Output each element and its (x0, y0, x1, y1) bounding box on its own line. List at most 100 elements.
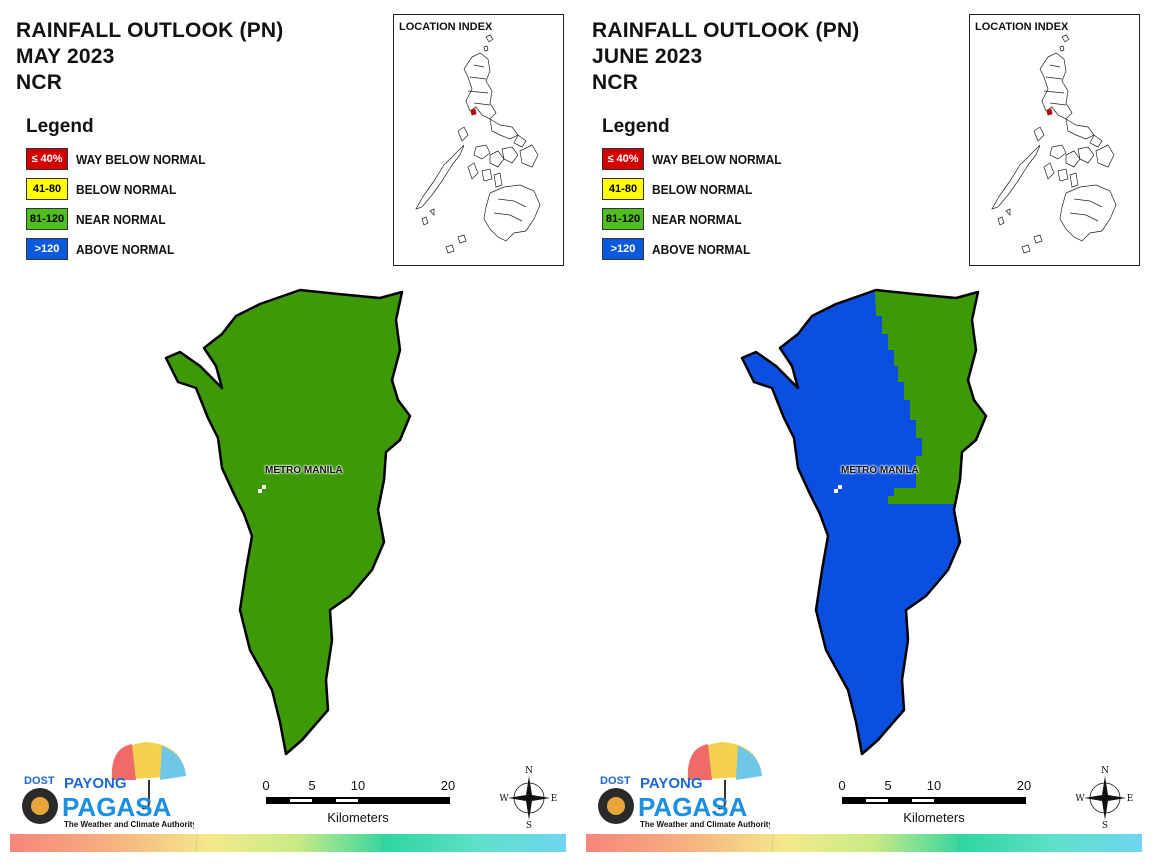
title-line-3: NCR (16, 71, 63, 94)
scale-tick-20: 20 (441, 778, 455, 793)
legend-swatch: ≤ 40% (602, 148, 644, 170)
pagasa-logo: DOST PAYONG PAGASA The Weather and Clima… (598, 742, 770, 829)
title-line-2: MAY 2023 (16, 45, 115, 68)
scale-tick-5: 5 (308, 778, 315, 793)
north-arrow-compass-icon: N S W E (1076, 766, 1134, 830)
gradbar-tick (958, 834, 959, 852)
legend-swatch: ≤ 40% (26, 148, 68, 170)
legend: Legend ≤ 40% WAY BELOW NORMAL 41-80 BELO… (602, 116, 782, 268)
logo-pagasa: PAGASA (638, 792, 748, 822)
map-title: RAINFALL OUTLOOK (PN) JUNE 2023 NCR (592, 18, 859, 96)
pagasa-logo: DOST PAYONG PAGASA The Weather and Clima… (22, 742, 194, 829)
legend-label: BELOW NORMAL (76, 182, 177, 197)
location-index-inset: LOCATION INDEX (393, 14, 564, 266)
umbrella-red-panel (687, 744, 712, 780)
scale-tick-20: 20 (1017, 778, 1031, 793)
panel-june: RAINFALL OUTLOOK (PN) JUNE 2023 NCR Lege… (576, 0, 1152, 864)
legend-item-above: >120 ABOVE NORMAL (26, 238, 174, 268)
scale-bar-seg (290, 799, 312, 802)
inset-title: LOCATION INDEX (399, 21, 493, 33)
inset-title: LOCATION INDEX (975, 21, 1069, 33)
logo-dost: DOST (24, 775, 55, 787)
legend: Legend ≤ 40% WAY BELOW NORMAL 41-80 BELO… (26, 116, 206, 268)
legend-swatch: 81-120 (602, 208, 644, 230)
ncr-highlight (1046, 108, 1053, 116)
legend-swatch: 41-80 (602, 178, 644, 200)
legend-swatch: >120 (26, 238, 68, 260)
scale-bar-seg (912, 799, 934, 802)
logo-tagline: The Weather and Climate Authority (640, 820, 770, 829)
metro-manila-marker (262, 485, 266, 489)
north-arrow-compass-icon: N S W E (500, 766, 558, 830)
logo-dost: DOST (600, 775, 631, 787)
scale-bar: 0 5 10 20 Kilometers (838, 778, 1031, 825)
panel-may: RAINFALL OUTLOOK (PN) MAY 2023 NCR Legen… (10, 14, 566, 852)
compass-e: E (1127, 794, 1134, 804)
seal-center (607, 797, 625, 815)
compass-s: S (1102, 821, 1108, 830)
ncr-highlight (470, 108, 477, 116)
ncr-region-near-normal (164, 288, 412, 756)
seal-center (31, 797, 49, 815)
umbrella-red-panel (111, 744, 136, 780)
legend-label: ABOVE NORMAL (76, 242, 175, 257)
logo-tagline: The Weather and Climate Authority (64, 820, 194, 829)
philippines-outline-map (991, 34, 1117, 254)
scale-bar: 0 5 10 20 Kilometers (262, 778, 455, 825)
scale-tick-0: 0 (262, 778, 269, 793)
philippines-outline-map (415, 34, 541, 254)
metro-manila-marker (838, 485, 842, 489)
logo-pagasa: PAGASA (62, 792, 172, 822)
scale-unit: Kilometers (903, 810, 965, 825)
legend-item-below: 41-80 BELOW NORMAL (26, 178, 176, 208)
compass-w: W (1076, 794, 1085, 804)
ncr-boundary (740, 288, 988, 756)
ncr-rainfall-map (740, 288, 988, 756)
metro-manila-marker-2 (258, 489, 262, 493)
compass-star (1084, 776, 1126, 820)
title-line-1: RAINFALL OUTLOOK (PN) (16, 19, 284, 42)
legend-label: NEAR NORMAL (652, 212, 742, 227)
umbrella-handle (141, 780, 150, 810)
legend-swatch: 81-120 (26, 208, 68, 230)
legend-label: WAY BELOW NORMAL (652, 152, 782, 167)
gradbar-tick (382, 834, 383, 852)
umbrella-blue-panel (736, 746, 762, 780)
legend-label: WAY BELOW NORMAL (76, 152, 206, 167)
color-gradient-bar (586, 834, 1142, 852)
legend-title: Legend (26, 116, 94, 137)
scale-bar-seg (866, 799, 888, 802)
location-index-inset: LOCATION INDEX (969, 14, 1140, 266)
compass-n: N (525, 766, 533, 776)
scale-tick-10: 10 (927, 778, 941, 793)
legend-item-above: >120 ABOVE NORMAL (602, 238, 750, 268)
logo-payong: PAYONG (64, 775, 127, 792)
umbrella-handle (717, 780, 726, 810)
map-title: RAINFALL OUTLOOK (PN) MAY 2023 NCR (16, 18, 283, 96)
scale-bar-seg (336, 799, 358, 802)
legend-label: BELOW NORMAL (652, 182, 753, 197)
ncr-rainfall-map (164, 288, 412, 756)
metro-manila-marker-2 (834, 489, 838, 493)
legend-swatch: >120 (602, 238, 644, 260)
scale-tick-10: 10 (351, 778, 365, 793)
legend-item-near: 81-120 NEAR NORMAL (26, 208, 166, 238)
gradbar-tick (196, 834, 197, 852)
legend-item-way-below: ≤ 40% WAY BELOW NORMAL (26, 148, 206, 178)
scale-unit: Kilometers (327, 810, 389, 825)
legend-item-below: 41-80 BELOW NORMAL (602, 178, 752, 208)
compass-e: E (551, 794, 558, 804)
legend-label: NEAR NORMAL (76, 212, 166, 227)
legend-label: ABOVE NORMAL (652, 242, 751, 257)
place-label-metro-manila: METRO MANILA (265, 465, 343, 476)
legend-item-near: 81-120 NEAR NORMAL (602, 208, 742, 238)
color-gradient-bar (10, 834, 566, 852)
scale-tick-5: 5 (884, 778, 891, 793)
title-line-2: JUNE 2023 (592, 45, 703, 68)
place-label-metro-manila: METRO MANILA (841, 465, 919, 476)
scale-tick-0: 0 (838, 778, 845, 793)
gradbar-tick (772, 834, 773, 852)
umbrella-blue-panel (160, 746, 186, 780)
title-line-1: RAINFALL OUTLOOK (PN) (592, 19, 860, 42)
compass-s: S (526, 821, 532, 830)
